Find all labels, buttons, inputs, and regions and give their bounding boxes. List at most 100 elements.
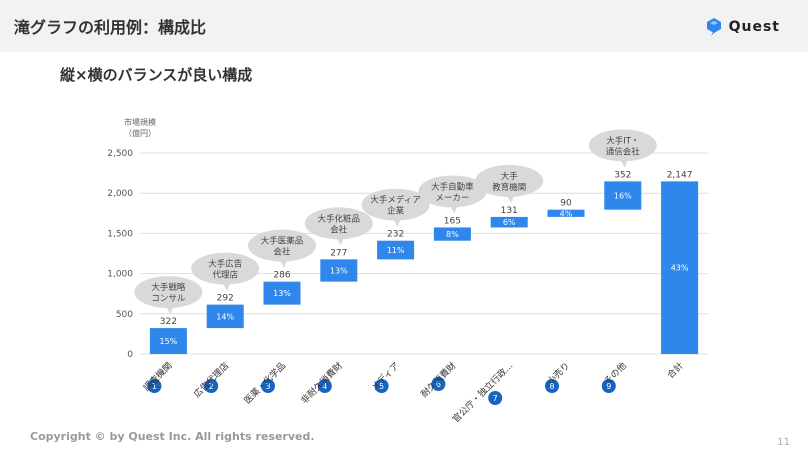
value-label: 277 [330,248,347,258]
value-label: 232 [387,230,404,240]
y-tick-label: 500 [116,310,133,320]
y-tick-label: 0 [127,350,133,360]
callout-pointer [221,280,232,291]
callout-bubble [588,129,657,162]
percent-label: 11% [387,246,405,255]
y-tick-label: 2,500 [107,149,133,159]
category-label: 耐久消費財 [418,360,458,400]
callout-text: 大手メディア [370,195,420,206]
percent-label: 43% [671,264,689,273]
callout-text: 企業 [387,206,405,217]
bar [149,328,187,354]
callout-text: 代理店 [212,270,238,281]
callout-bubble [304,207,373,240]
category-label: 合計 [664,360,685,381]
page-number: 11 [777,437,790,448]
callout-pointer [391,216,402,227]
percent-label: 14% [216,312,234,321]
y-tick-label: 1,500 [107,229,133,239]
badge-number: 1 [152,382,157,391]
callout-bubble [191,252,260,285]
percent-label: 16% [614,192,632,201]
badge [261,379,275,393]
value-label: 292 [217,294,234,304]
category-label: メディア [368,360,401,393]
callout-pointer [505,192,516,203]
percent-label: 13% [330,267,348,276]
percent-label: 4% [560,209,573,218]
bar [433,227,471,241]
badge [317,379,332,393]
header-bar: 滝グラフの利用例：構成比 Quest [0,0,808,52]
callout-text: 大手IT・ [606,135,639,146]
badge-number: 9 [606,382,611,391]
percent-label: 13% [273,289,291,298]
category-label: 調査機関 [141,360,175,394]
y-axis-label: （億円） [124,128,156,138]
bar [206,304,244,329]
bar [320,259,358,282]
callout-bubble [361,188,430,221]
callout-pointer [448,203,459,214]
copyright: Copyright © by Quest Inc. All rights res… [30,430,315,443]
percent-label: 8% [446,230,459,239]
badge [204,379,219,393]
badge [147,379,162,393]
callout-text: 会社 [273,247,291,258]
badge-number: 7 [493,394,498,403]
callout-text: 大手戦略 [151,282,186,293]
badge-number: 4 [322,382,327,391]
badge [374,379,389,393]
category-label: 官公庁・独立行政... [450,360,515,425]
callout-pointer [618,157,629,168]
callout-pointer [164,304,175,315]
bar [263,281,301,305]
callout-bubble [248,229,316,262]
callout-text: コンサル [151,294,186,304]
badge-number: 6 [436,380,441,389]
page-title: 滝グラフの利用例：構成比 [14,18,207,37]
callout-text: 教育機関 [492,182,526,193]
badge [601,379,616,393]
category-label: 医薬・化学品 [241,360,288,407]
callout-text: メーカー [435,193,469,203]
badge [488,391,503,405]
callout-bubble [475,164,544,197]
value-label: 2,147 [667,170,693,180]
chart-subtitle: 縦×横のバランスが良い構成 [60,66,253,84]
y-tick-label: 1,000 [107,270,133,280]
callout-text: 通信会社 [606,146,641,157]
value-label: 352 [614,170,631,180]
category-label: 広告代理店 [191,360,231,400]
category-label: 非耐久消費財 [298,360,345,407]
percent-label: 15% [160,337,178,346]
category-label: その他 [601,360,629,388]
y-axis-label: 市場規模 [124,117,156,127]
badge-number: 2 [209,382,214,391]
value-label: 165 [444,216,461,226]
callout-bubble [134,276,203,309]
bar [377,240,415,260]
bar [490,216,528,228]
badge-number: 8 [549,382,554,391]
bar [547,209,585,217]
badge [431,377,446,391]
callout-text: 会社 [330,224,348,235]
callout-text: 大手医薬品 [261,236,304,247]
logo-text: Quest [728,19,780,35]
callout-bubble [418,175,487,208]
category-label: 小売り [545,360,573,388]
y-tick-label: 2,000 [107,189,133,199]
value-label: 322 [160,317,177,327]
callout-text: 大手広告 [208,259,242,270]
callout-text: 大手 [501,171,519,182]
quest-logo-icon [706,18,721,36]
percent-label: 6% [503,218,516,227]
badge-number: 3 [265,382,270,391]
callout-text: 大手化粧品 [318,213,361,224]
value-label: 286 [273,271,290,281]
value-label: 90 [560,199,572,209]
quest-logo: Quest [705,17,780,37]
badge [545,379,559,393]
bar [661,181,699,354]
